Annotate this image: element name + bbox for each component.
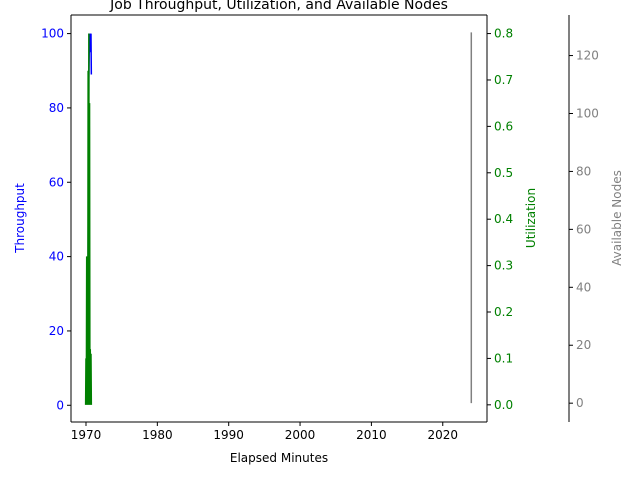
chart-title: Job Throughput, Utilization, and Availab…: [109, 0, 448, 13]
offset-tick-label: 60: [576, 222, 591, 236]
offset-tick-label: 20: [576, 338, 591, 352]
right-tick-label: 0.1: [494, 351, 513, 365]
series-layer: [84, 32, 473, 405]
plot-area: [71, 15, 487, 422]
left-tick-label: 100: [41, 27, 64, 41]
x-tick-label: 1980: [142, 428, 173, 442]
left-tick-label: 60: [49, 175, 64, 189]
left-axis-label: Throughput: [13, 183, 27, 254]
right-tick-label: 0.6: [494, 119, 513, 133]
offset-tick-label: 40: [576, 280, 591, 294]
offset-tick-label: 100: [576, 106, 599, 120]
x-tick-label: 2010: [356, 428, 387, 442]
left-tick-label: 20: [49, 324, 64, 338]
x-tick-label: 1970: [71, 428, 102, 442]
right-tick-label: 0.4: [494, 212, 513, 226]
left-tick-label: 0: [56, 398, 64, 412]
right-tick-label: 0.3: [494, 259, 513, 273]
left-tick-label: 40: [49, 250, 64, 264]
right-tick-label: 0.2: [494, 305, 513, 319]
offset-tick-label: 80: [576, 164, 591, 178]
right-tick-label: 0.0: [494, 398, 513, 412]
axes-layer: 1970 1980 1990 2000 2010 2020 0 20 40 60 80 100 0.0 0…: [41, 14, 599, 442]
x-tick-label: 2020: [427, 428, 458, 442]
series-line-right: [84, 33, 93, 405]
right-tick-label: 0.7: [494, 73, 513, 87]
right-axis-label: Utilization: [524, 188, 538, 248]
left-tick-label: 80: [49, 101, 64, 115]
offset-tick-label: 120: [576, 49, 599, 63]
x-tick-label: 1990: [213, 428, 244, 442]
x-axis-label: Elapsed Minutes: [230, 451, 328, 465]
offset-tick-label: 0: [576, 396, 584, 410]
right-tick-label: 0.5: [494, 166, 513, 180]
right-tick-label: 0.8: [494, 27, 513, 41]
x-tick-label: 2000: [285, 428, 316, 442]
offset-axis-label: Available Nodes: [610, 170, 624, 266]
